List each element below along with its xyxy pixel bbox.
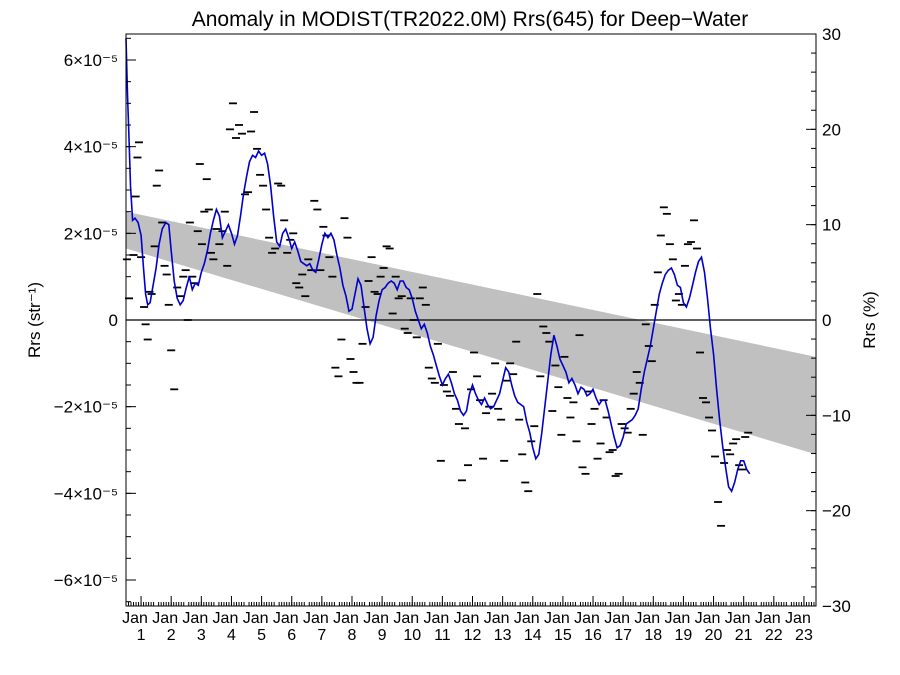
x-tick-month-label: Jan [695, 610, 721, 627]
x-tick-month-label: Jan [363, 610, 389, 627]
x-tick-year-label: 14 [524, 627, 542, 644]
y2-tick-label: 10 [822, 216, 841, 235]
x-tick-month-label: Jan [182, 610, 208, 627]
x-tick-year-label: 20 [705, 627, 723, 644]
x-tick-year-label: 8 [348, 627, 357, 644]
y2-tick-label: 0 [822, 311, 831, 330]
x-tick-month-label: Jan [514, 610, 540, 627]
x-tick-month-label: Jan [785, 610, 811, 627]
plot-area [122, 38, 816, 527]
x-tick-year-label: 23 [795, 627, 813, 644]
y-tick-label: 6×10⁻⁵ [64, 51, 118, 70]
x-tick-year-label: 1 [137, 627, 146, 644]
x-tick-month-label: Jan [574, 610, 600, 627]
x-tick-month-label: Jan [544, 610, 570, 627]
x-tick-month-label: Jan [243, 610, 269, 627]
x-tick-year-label: 4 [227, 627, 236, 644]
series-line [125, 38, 751, 493]
x-tick-month-label: Jan [604, 610, 630, 627]
x-tick-year-label: 19 [675, 627, 693, 644]
x-tick-year-label: 9 [378, 627, 387, 644]
y-tick-label: −2×10⁻⁵ [54, 398, 118, 417]
y2-tick-label: −30 [822, 597, 851, 616]
x-tick-year-label: 22 [765, 627, 783, 644]
x-tick-month-label: Jan [213, 610, 239, 627]
x-tick-year-label: 10 [403, 627, 421, 644]
x-tick-year-label: 11 [434, 627, 451, 644]
x-tick-month-label: Jan [122, 610, 148, 627]
x-tick-month-label: Jan [393, 610, 419, 627]
y-axis-label: Rrs (str⁻¹) [25, 282, 44, 358]
x-tick-year-label: 5 [257, 627, 266, 644]
x-tick-month-label: Jan [665, 610, 691, 627]
x-tick-year-label: 7 [317, 627, 326, 644]
y2-tick-label: −20 [822, 502, 851, 521]
x-tick-month-label: Jan [273, 610, 299, 627]
y2-tick-label: 30 [822, 25, 841, 44]
chart-title: Anomaly in MODIST(TR2022.0M) Rrs(645) fo… [192, 8, 748, 31]
trend-band [126, 211, 816, 455]
x-tick-month-label: Jan [152, 610, 178, 627]
x-tick-month-label: Jan [634, 610, 660, 627]
y-tick-label: 2×10⁻⁵ [64, 224, 118, 243]
y-tick-label: 4×10⁻⁵ [64, 138, 118, 157]
x-tick-month-label: Jan [303, 610, 329, 627]
x-tick-year-label: 15 [554, 627, 572, 644]
x-tick-year-label: 12 [464, 627, 482, 644]
x-tick-year-label: 2 [167, 627, 176, 644]
x-tick-month-label: Jan [454, 610, 480, 627]
axes: 6×10⁻⁵ 4×10⁻⁵ 2×10⁻⁵ 0 −2×10⁻⁵ −4×10⁻⁵ −6×10⁻⁵… [54, 25, 851, 644]
y2-tick-label: 20 [822, 120, 841, 139]
x-tick-year-label: 17 [614, 627, 632, 644]
y2-tick-label: −10 [822, 406, 851, 425]
x-tick-year-label: 16 [584, 627, 602, 644]
x-tick-year-label: 6 [287, 627, 296, 644]
x-tick-year-label: 13 [494, 627, 512, 644]
x-tick-month-label: Jan [725, 610, 751, 627]
x-tick-year-label: 21 [735, 627, 753, 644]
x-tick-month-label: Jan [755, 610, 781, 627]
x-tick-year-label: 18 [644, 627, 662, 644]
x-tick-month-label: Jan [484, 610, 510, 627]
y-tick-label: 0 [109, 311, 118, 330]
y-tick-label: −4×10⁻⁵ [54, 484, 118, 503]
x-tick-month-label: Jan [333, 610, 359, 627]
y-tick-label: −6×10⁻⁵ [54, 571, 118, 590]
x-tick-month-label: Jan [423, 610, 449, 627]
x-tick-year-label: 3 [197, 627, 206, 644]
y2-axis-label: Rrs (%) [860, 291, 879, 349]
